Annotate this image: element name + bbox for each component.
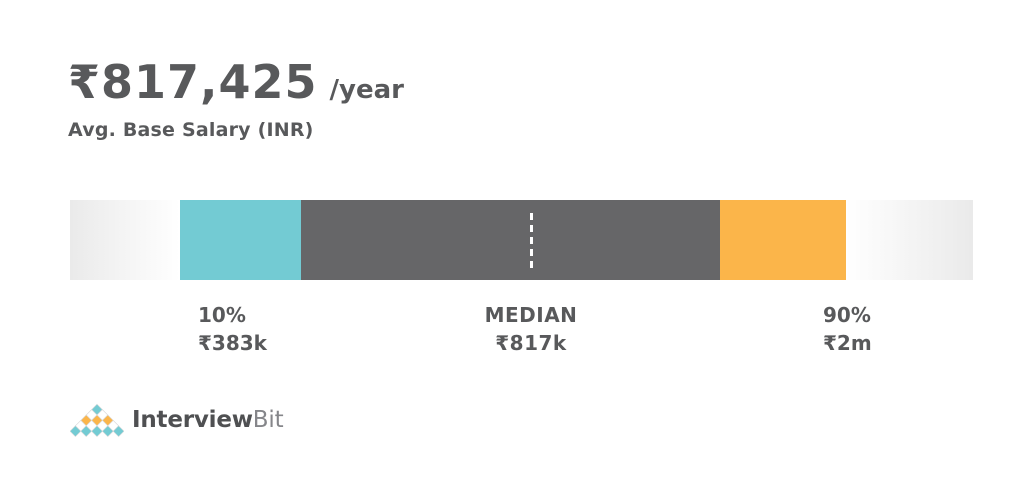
percentile-label-median: MEDIAN ₹817k	[485, 301, 578, 357]
bar-segment-lead-out-fade	[70, 200, 180, 280]
bar-segment-lead-in-fade	[846, 200, 973, 280]
bar-segment-p10-to-p25-orange	[720, 200, 846, 280]
percentile-label-10: 10% ₹383k	[198, 301, 267, 357]
interviewbit-wordmark: InterviewBit	[132, 403, 284, 438]
interviewbit-pyramid-icon	[70, 403, 124, 438]
percentile-90-title: 90%	[823, 303, 871, 327]
percentile-90-value: ₹2m	[823, 331, 872, 355]
wordmark-bit: Bit	[252, 407, 284, 433]
salary-subtitle: Avg. Base Salary (INR)	[68, 119, 314, 141]
bar-segment-p75-to-p90-teal	[180, 200, 301, 280]
salary-amount-row: ₹817,425 /year	[68, 58, 404, 106]
percentile-median-value: ₹817k	[495, 331, 567, 355]
percentile-10-title: 10%	[198, 303, 246, 327]
median-marker-line	[530, 213, 533, 269]
bar-segment-p25-to-p75-dark	[301, 200, 720, 280]
interviewbit-logo: InterviewBit	[70, 403, 284, 438]
percentile-median-title: MEDIAN	[484, 303, 578, 327]
salary-range-bar	[70, 200, 973, 280]
salary-period: /year	[329, 75, 404, 105]
percentile-10-value: ₹383k	[198, 331, 267, 355]
wordmark-interview: Interview	[132, 407, 253, 433]
percentile-label-90: 90% ₹2m	[823, 301, 872, 357]
salary-amount: ₹817,425	[68, 55, 318, 109]
salary-header: ₹817,425 /year Avg. Base Salary (INR)	[68, 58, 404, 141]
